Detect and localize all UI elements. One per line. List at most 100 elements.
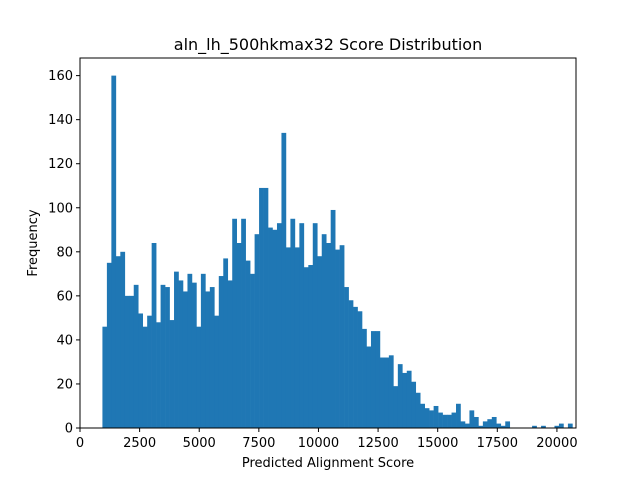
x-tick-label: 12500 <box>357 436 398 451</box>
histogram-bar <box>276 223 282 428</box>
histogram-bar <box>281 132 287 428</box>
histogram-bar <box>339 245 345 428</box>
histogram-bar <box>102 326 108 428</box>
x-tick-label: 15000 <box>417 436 458 451</box>
histogram-bar <box>218 276 224 428</box>
histogram-bar <box>129 295 135 428</box>
histogram-bar <box>532 425 537 428</box>
x-tick-label: 5000 <box>183 436 216 451</box>
histogram-bar <box>370 331 376 428</box>
y-axis-ticks: 0 20 40 60 80 100 120 140 160 <box>48 69 80 437</box>
histogram-bar <box>241 218 246 428</box>
histogram-bar <box>174 271 179 428</box>
histogram-bar <box>567 423 573 428</box>
histogram-bar <box>473 416 479 428</box>
bars-group <box>102 75 573 429</box>
histogram-bar <box>348 300 354 428</box>
y-tick-label: 120 <box>48 157 73 172</box>
histogram-bar <box>429 410 434 428</box>
histogram-bar <box>415 392 421 428</box>
chart-title: aln_lh_500hkmax32 Score Distribution <box>174 35 482 55</box>
histogram-bar <box>558 423 564 428</box>
histogram-bar <box>321 234 327 428</box>
histogram-bar <box>344 287 349 428</box>
histogram-bar <box>268 227 273 428</box>
histogram-bar <box>196 326 202 428</box>
y-tick-label: 0 <box>65 422 73 437</box>
histogram-bar <box>254 234 260 428</box>
histogram-bar <box>406 370 412 428</box>
histogram-bar <box>250 273 255 428</box>
histogram-bar <box>303 267 309 428</box>
x-tick-label: 2500 <box>123 436 156 451</box>
histogram-bar <box>469 410 475 428</box>
histogram-bar <box>330 209 336 428</box>
histogram-bar <box>111 75 117 429</box>
histogram-bar <box>160 284 166 428</box>
histogram-bar <box>541 425 546 428</box>
y-tick-label: 160 <box>48 69 73 84</box>
x-tick-label: 17500 <box>477 436 518 451</box>
histogram-bar <box>505 421 511 428</box>
x-tick-label: 0 <box>76 436 84 451</box>
histogram-bar <box>438 412 443 428</box>
histogram-bar <box>451 412 457 428</box>
histogram-bar <box>209 287 215 428</box>
histogram-bar <box>191 282 197 428</box>
histogram-bar <box>299 223 305 428</box>
histogram-bar <box>496 423 502 428</box>
y-tick-label: 80 <box>56 245 73 260</box>
histogram-bar <box>142 326 148 428</box>
histogram-bar <box>187 273 193 428</box>
histogram-bar <box>464 423 470 428</box>
histogram-bar <box>317 256 323 428</box>
histogram-bar <box>384 357 390 428</box>
histogram-bar <box>478 425 484 428</box>
histogram-bar <box>500 425 506 428</box>
histogram-bar <box>393 386 399 428</box>
histogram-bar <box>124 295 130 428</box>
histogram-bar <box>151 243 157 428</box>
plot-frame <box>79 57 577 429</box>
y-tick-label: 20 <box>56 377 73 392</box>
histogram-bar <box>182 291 188 428</box>
histogram-bar <box>263 187 269 428</box>
histogram-bar <box>272 229 278 428</box>
histogram-bar <box>178 280 184 428</box>
histogram-bar <box>106 262 112 428</box>
histogram-bar <box>285 247 291 428</box>
histogram-bar <box>236 243 242 428</box>
histogram-bar <box>456 403 461 428</box>
y-tick-label: 60 <box>56 289 73 304</box>
y-tick-label: 40 <box>56 333 73 348</box>
histogram-bar <box>397 364 403 428</box>
histogram-bar <box>433 405 439 428</box>
histogram-bar <box>259 187 264 428</box>
histogram-bar <box>442 414 448 428</box>
histogram-bar <box>366 346 372 428</box>
histogram-bar <box>290 218 296 428</box>
histogram-bar <box>223 258 229 428</box>
histogram-bar <box>460 421 466 428</box>
histogram-bar <box>245 260 251 428</box>
histogram-bar <box>115 256 121 428</box>
x-tick-label: 10000 <box>298 436 339 451</box>
histogram-bar <box>169 320 175 428</box>
y-tick-label: 140 <box>48 113 73 128</box>
histogram-bar <box>205 291 211 428</box>
histogram-bar <box>402 372 408 428</box>
histogram-bar <box>447 414 452 428</box>
histogram-bar <box>165 287 170 428</box>
histogram-bar <box>308 265 314 428</box>
x-axis-label: Predicted Alignment Score <box>242 456 414 471</box>
histogram-bar <box>411 381 417 428</box>
histogram-bar <box>214 315 220 428</box>
histogram-bar <box>120 251 126 428</box>
histogram-bar <box>491 416 497 428</box>
histogram-bar <box>353 306 358 428</box>
histogram-bar <box>487 419 493 428</box>
histogram-bar <box>227 280 233 428</box>
histogram-bar <box>200 273 206 428</box>
